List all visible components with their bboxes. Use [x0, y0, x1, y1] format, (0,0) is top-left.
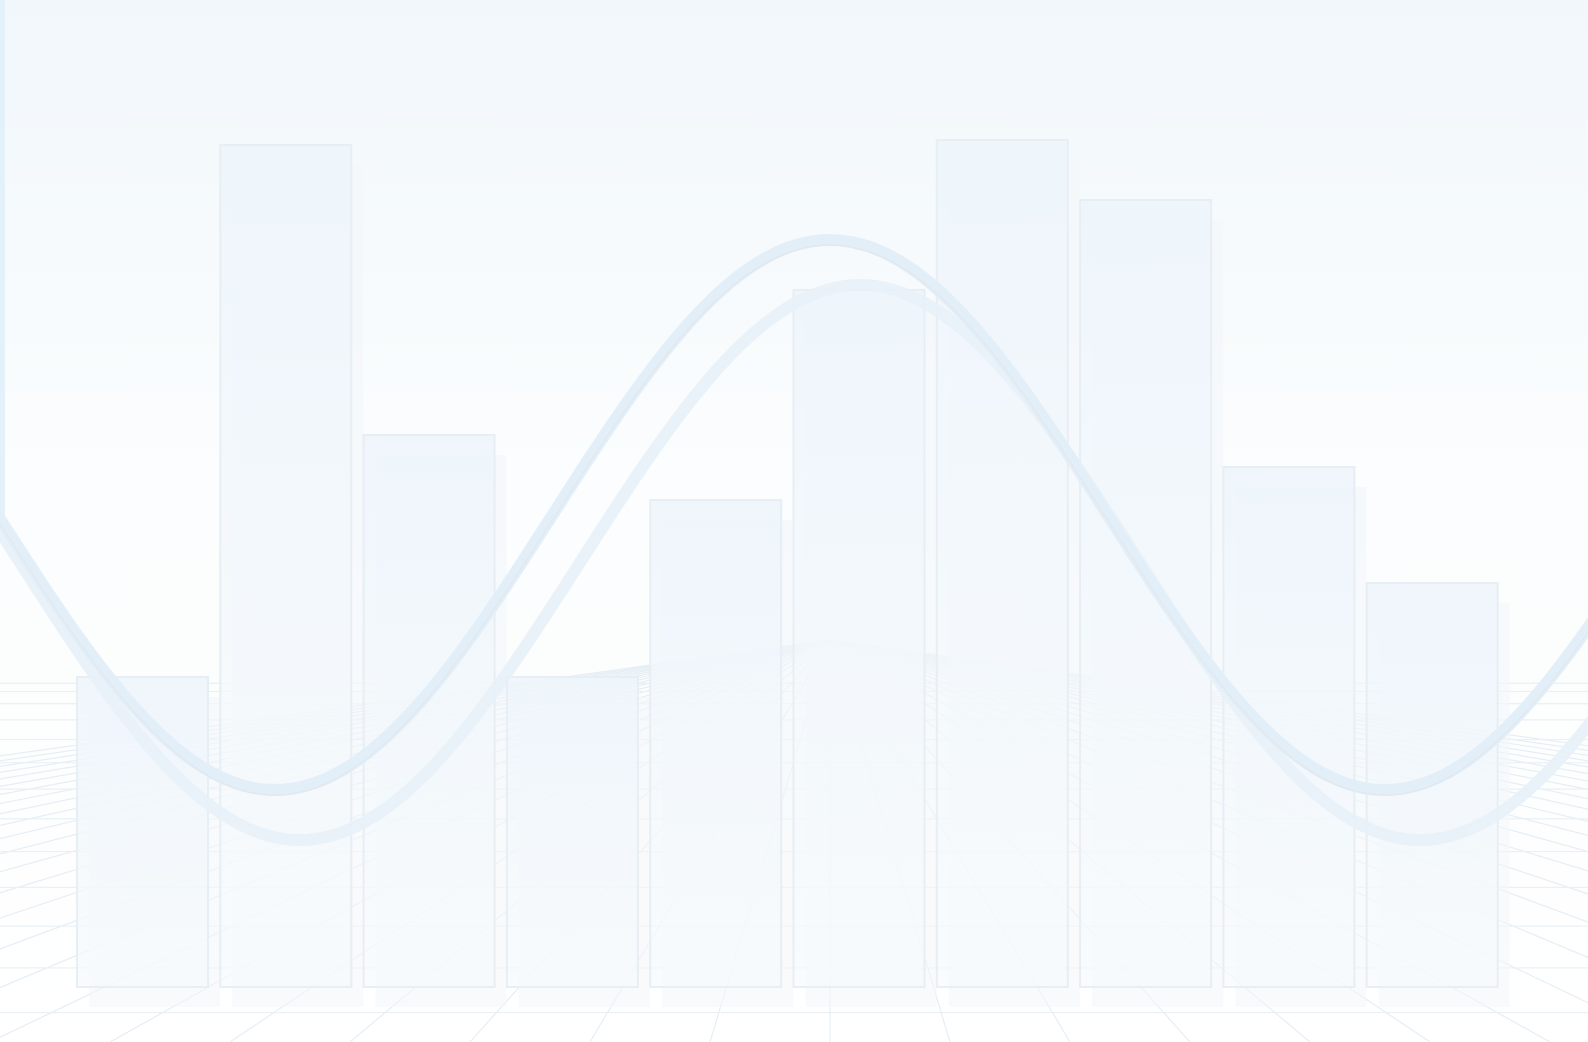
bar — [505, 676, 639, 988]
curve-back — [0, 278, 1588, 847]
bar — [649, 499, 783, 988]
left-edge — [0, 0, 5, 525]
bar — [76, 676, 209, 988]
bar — [1079, 199, 1213, 988]
curve-front — [0, 233, 1588, 797]
bar — [219, 144, 353, 988]
bar — [935, 139, 1069, 988]
bar — [1222, 466, 1356, 988]
bar — [792, 289, 926, 988]
decorative-curves — [0, 233, 1588, 847]
decorative-bars — [76, 139, 1510, 1007]
curve-front-edge — [0, 244, 1588, 796]
